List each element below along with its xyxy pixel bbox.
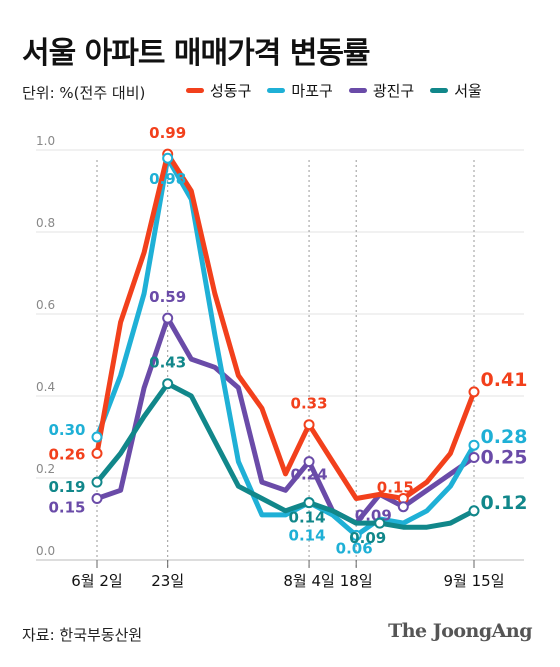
data-marker — [162, 312, 174, 324]
source-label: 자료: 한국부동산원 — [22, 626, 143, 644]
data-label: 0.09 — [355, 507, 392, 525]
legend-label-gwangjin: 광진구 — [372, 82, 415, 100]
data-label: 0.12 — [481, 492, 528, 514]
data-marker — [91, 431, 103, 443]
data-marker — [91, 476, 103, 488]
data-label: 0.99 — [149, 124, 186, 142]
data-marker — [468, 452, 480, 463]
x-tick-label: 6월 2일 — [71, 572, 122, 590]
legend-swatch-seoul — [430, 88, 449, 93]
data-marker — [162, 378, 174, 390]
x-tick-label: 18일 — [340, 572, 373, 590]
data-label: 0.06 — [336, 539, 373, 557]
legend-swatch-gwangjin — [348, 88, 367, 93]
data-label: 0.98 — [149, 170, 186, 188]
data-label: 0.14 — [289, 509, 326, 527]
y-tick-label: 1.0 — [36, 134, 55, 148]
x-tick-label: 8월 4일 — [283, 572, 334, 590]
data-label: 0.14 — [289, 527, 326, 545]
data-marker — [468, 505, 480, 517]
legend-label-seongdong: 성동구 — [210, 82, 252, 100]
x-tick-label: 9월 15일 — [444, 572, 505, 590]
y-tick-label: 0.8 — [36, 216, 55, 230]
data-marker — [468, 386, 480, 398]
legend-swatch-mapo — [267, 88, 286, 93]
data-marker — [303, 419, 315, 431]
series-line-2 — [94, 315, 477, 526]
data-marker — [303, 497, 315, 509]
legend-item-gwangjin: 광진구 — [348, 80, 415, 101]
data-label: 0.24 — [291, 466, 328, 484]
data-marker — [468, 439, 480, 451]
legend-item-mapo: 마포구 — [267, 80, 333, 101]
data-label: 0.26 — [48, 445, 85, 463]
series-line-0 — [94, 151, 477, 501]
unit-label: 단위: %(전주 대비) — [22, 84, 146, 102]
data-label: 0.59 — [149, 288, 186, 306]
data-marker — [91, 447, 103, 459]
data-label: 0.41 — [481, 369, 528, 391]
data-label: 0.43 — [149, 354, 186, 372]
data-label: 0.30 — [48, 421, 85, 439]
data-label: 0.25 — [481, 447, 528, 469]
legend-label-mapo: 마포구 — [291, 82, 333, 100]
legend-item-seoul: 서울 — [430, 80, 482, 101]
data-marker — [350, 529, 362, 541]
data-label: 0.09 — [349, 529, 386, 547]
data-marker — [91, 493, 103, 504]
data-label: 0.33 — [291, 395, 328, 413]
series-line-3 — [94, 381, 477, 530]
data-marker — [374, 517, 386, 529]
data-label: 0.15 — [48, 499, 85, 517]
y-tick-label: 0.0 — [36, 544, 55, 558]
data-marker — [397, 501, 409, 513]
brand-logo: The JoongAng — [388, 620, 532, 642]
data-marker — [162, 152, 174, 164]
data-label: 0.15 — [377, 479, 414, 497]
series-line-1 — [94, 155, 477, 538]
legend-item-seongdong: 성동구 — [186, 80, 251, 101]
legend-label-seoul: 서울 — [454, 82, 482, 100]
legend-swatch-seongdong — [186, 88, 204, 93]
data-marker — [303, 456, 315, 468]
x-tick-label: 23일 — [151, 572, 184, 590]
y-tick-label: 0.4 — [36, 380, 55, 394]
legend: 성동구 마포구 광진구 서울 — [186, 80, 482, 101]
y-tick-label: 0.6 — [36, 298, 55, 312]
data-label: 0.28 — [481, 426, 528, 448]
chart-title: 서울 아파트 매매가격 변동률 — [22, 36, 371, 71]
data-label: 0.19 — [48, 478, 85, 496]
y-tick-label: 0.2 — [36, 462, 55, 476]
